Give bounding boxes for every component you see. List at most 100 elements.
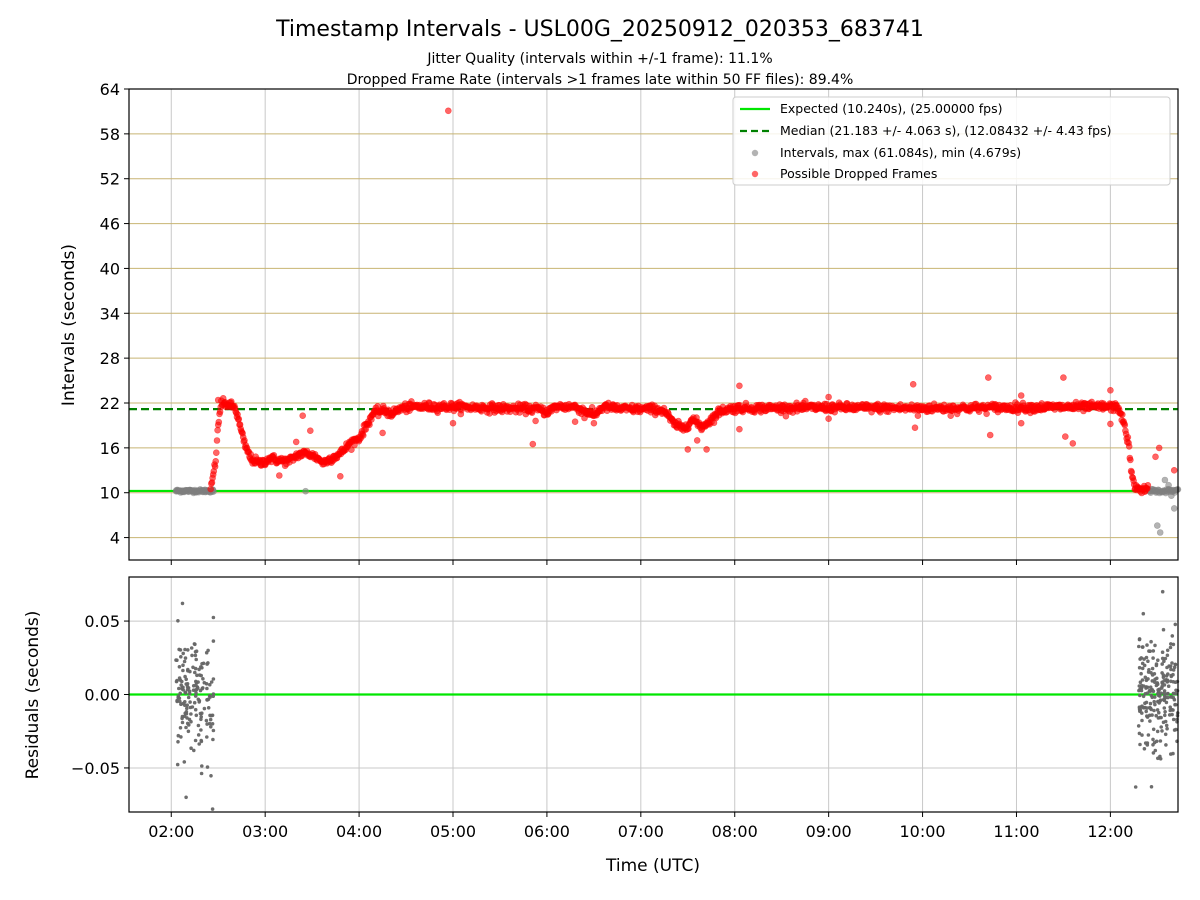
residual-point xyxy=(205,698,210,702)
residual-point xyxy=(1156,688,1160,692)
dropped-frame-point xyxy=(1125,443,1133,450)
residual-point xyxy=(190,653,194,658)
intervals-x-ticks xyxy=(170,560,1111,565)
residual-point xyxy=(188,700,192,704)
residual-point xyxy=(1149,639,1153,644)
residual-point xyxy=(1163,719,1168,724)
residual-point xyxy=(1137,665,1142,670)
residual-point xyxy=(1138,687,1142,692)
residual-point xyxy=(209,680,214,684)
residual-point xyxy=(1138,742,1142,747)
residual-point xyxy=(197,742,201,746)
residual-point xyxy=(1154,663,1159,668)
dropped-frame-point xyxy=(983,410,990,418)
intervals-points xyxy=(172,107,1182,536)
residual-point xyxy=(193,707,198,712)
residual-point xyxy=(181,701,185,706)
residual-point xyxy=(1157,701,1161,705)
residual-point xyxy=(205,662,209,666)
residual-point xyxy=(175,658,179,663)
residual-point xyxy=(1163,732,1168,737)
residual-point xyxy=(179,654,183,659)
residual-point xyxy=(1166,684,1171,689)
residual-point xyxy=(180,601,185,606)
residual-point xyxy=(211,737,215,742)
dropped-frame-point xyxy=(947,412,955,420)
dropped-frame-point xyxy=(379,429,386,437)
residual-point xyxy=(1153,702,1157,707)
dropped-frame-point xyxy=(825,393,832,401)
residual-point xyxy=(1140,645,1145,649)
dropped-frame-point xyxy=(212,457,219,465)
intervals-y-tick-label: 4 xyxy=(110,529,120,548)
intervals-y-axis-label: Intervals (seconds) xyxy=(59,244,79,406)
dropped-frame-point xyxy=(306,427,314,435)
residual-point xyxy=(1170,661,1174,665)
residual-point xyxy=(208,717,213,722)
legend-expected-label: Expected (10.240s), (25.00000 fps) xyxy=(780,101,1002,116)
intervals-y-tick-label: 58 xyxy=(100,125,120,144)
residual-point xyxy=(1155,729,1160,734)
residual-point xyxy=(181,663,185,668)
residual-point xyxy=(211,615,216,620)
residual-point xyxy=(1160,681,1165,686)
interval-point xyxy=(1170,505,1178,512)
residual-point xyxy=(1151,737,1155,742)
residual-point xyxy=(197,700,201,704)
residual-point xyxy=(187,717,192,722)
intervals-y-tick-label: 28 xyxy=(100,349,120,368)
interval-point xyxy=(1168,492,1175,500)
residual-point xyxy=(1173,662,1178,667)
residual-point xyxy=(1164,700,1169,705)
residual-point xyxy=(1154,739,1159,744)
residual-point xyxy=(1173,691,1178,696)
residual-point xyxy=(1150,695,1154,700)
residual-point xyxy=(1159,691,1163,696)
residual-point xyxy=(1140,661,1145,666)
dropped-frame-point xyxy=(207,485,214,493)
residual-point xyxy=(1161,627,1166,632)
residual-point xyxy=(1165,680,1170,684)
residual-point xyxy=(1150,679,1155,683)
residual-point xyxy=(1171,717,1176,722)
residual-point xyxy=(197,673,202,677)
residual-point xyxy=(211,692,216,696)
residual-point xyxy=(1168,645,1173,650)
dropped-frame-point xyxy=(581,414,588,422)
residual-point xyxy=(1162,693,1167,698)
dropped-frame-point xyxy=(292,438,300,446)
residual-point xyxy=(186,695,191,700)
residual-point xyxy=(1144,709,1148,714)
dropped-frame-point xyxy=(529,440,537,448)
interval-point xyxy=(302,487,309,495)
residual-point xyxy=(1139,671,1143,676)
dropped-frame-point xyxy=(348,446,355,454)
residual-point xyxy=(199,739,204,744)
interval-point xyxy=(1161,476,1169,484)
residual-point xyxy=(1137,731,1142,736)
residual-point xyxy=(201,676,205,681)
residual-point xyxy=(1144,686,1148,690)
residual-point xyxy=(194,657,198,662)
residual-point xyxy=(200,764,204,768)
residual-point xyxy=(205,765,210,769)
residual-point xyxy=(1151,656,1155,660)
residual-point xyxy=(1142,746,1147,751)
residual-point xyxy=(192,700,197,705)
dropped-frame-point xyxy=(712,413,720,420)
residual-point xyxy=(1166,695,1170,700)
residual-point xyxy=(209,773,213,778)
residual-point xyxy=(185,716,189,720)
dropped-frame-point xyxy=(782,412,790,420)
residual-point xyxy=(1140,666,1145,671)
residual-point xyxy=(194,691,198,695)
residual-point xyxy=(175,698,179,703)
residual-point xyxy=(196,723,201,728)
residual-point xyxy=(1137,644,1141,649)
residual-point xyxy=(186,648,190,652)
residual-point xyxy=(1140,733,1144,737)
residual-point xyxy=(1158,756,1163,761)
residual-point xyxy=(1151,727,1156,732)
residual-point xyxy=(202,706,207,711)
interval-point xyxy=(1154,522,1161,529)
